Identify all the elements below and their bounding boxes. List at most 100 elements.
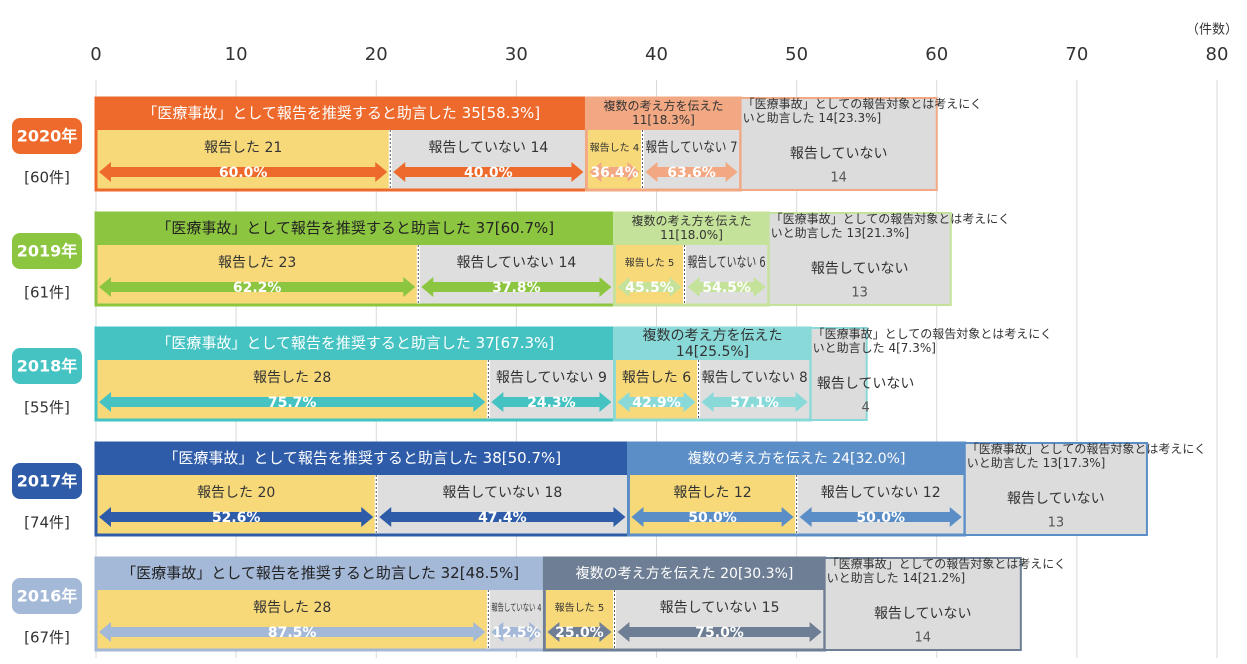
sub-box [419, 245, 613, 304]
sub-name: 報告した [555, 601, 595, 614]
group-label-text: 複数の考え方を伝えた 11[18.3%] [588, 99, 738, 128]
sub-name: 報告した [204, 140, 260, 156]
arrow [631, 507, 794, 527]
group-header [586, 98, 741, 130]
group-label: 複数の考え方を伝えた 14[25.5%] [616, 328, 808, 360]
group-name: 複数の考え方を伝えた [642, 328, 783, 344]
group-label-text: 「医療事故」としての報告対象とは考えにくいと助言した 13[17.3%] [966, 442, 1217, 471]
arrow [99, 507, 374, 527]
year-badge [12, 463, 82, 499]
group-label: 「医療事故」として報告を推奨すると助言した 35[58.3%] [98, 98, 584, 130]
group-name: 「医療事故」として報告を推奨すると助言した [156, 334, 471, 353]
group-label: 「医療事故」としての報告対象とは考えにくいと助言した 14[23.3%] [743, 92, 993, 132]
group-count: 14[25.5%] [675, 344, 750, 360]
year-total: [61件] [24, 284, 70, 302]
sub-share: 50.0% [856, 510, 905, 526]
sub-share: 54.5% [702, 280, 751, 296]
sub-value: 13 [1048, 516, 1065, 531]
arrow [687, 277, 766, 297]
group-name: 「医療事故」としての報告対象とは考えにくいと助言した [770, 212, 1010, 240]
sub-label: 報告していない 12 [821, 485, 941, 501]
group-label: 「医療事故」としての報告対象とは考えにくいと助言した 13[17.3%] [967, 437, 1217, 477]
sub-share: 25.0% [555, 625, 604, 641]
sub-label: 報告した 28 [253, 370, 331, 386]
group-name: 「医療事故」として報告を推奨すると助言した [142, 104, 457, 123]
group-label-text: 複数の考え方を伝えた 14[25.5%] [616, 328, 808, 360]
group-header [96, 443, 629, 475]
group-label-text: 「医療事故」としての報告対象とは考えにくいと助言した 14[21.2%] [827, 557, 1077, 586]
group-name: 複数の考え方を伝えた [575, 565, 716, 582]
sub-label: 報告していない 18 [442, 485, 562, 501]
sub-label: 報告した 5 [625, 256, 675, 269]
group-label-text: 複数の考え方を伝えた 24[32.0%] [688, 451, 906, 467]
group-name: 複数の考え方を伝えた [603, 99, 724, 114]
x-tick-label: 20 [365, 44, 388, 65]
sub-value: 14 [558, 255, 576, 271]
group-count: 11[18.0%] [660, 228, 723, 242]
sub-share: 75.7% [268, 395, 317, 411]
x-tick-label: 50 [785, 44, 808, 65]
sub-box [798, 475, 964, 534]
group-box [739, 97, 938, 191]
group-label-text: 「医療事故」として報告を推奨すると助言した 32[48.5%] [121, 565, 519, 582]
sub-name: 報告していない [1007, 491, 1105, 507]
group-label-text: 「医療事故」として報告を推奨すると助言した 35[58.3%] [142, 105, 540, 122]
group-label: 「医療事故」としての報告対象とは考えにくいと助言した 4[7.3%] [813, 322, 1063, 362]
sub-label: 報告していない 15 [660, 600, 780, 616]
group-count: 14[23.3%] [818, 111, 882, 125]
group-box [823, 557, 1022, 651]
sub-name: 報告していない [790, 146, 888, 162]
sub-name: 報告していない [821, 485, 919, 501]
sub-share: 45.5% [625, 280, 674, 296]
sub-value: 4 [633, 143, 639, 154]
sub-share: 47.4% [478, 510, 527, 526]
sub-name: 報告した [253, 370, 309, 386]
group-name: 「医療事故」としての報告対象とは考えにくいと助言した [966, 442, 1207, 470]
year-total: [60件] [24, 169, 70, 187]
group-label: 複数の考え方を伝えた 11[18.0%] [616, 213, 766, 245]
sub-value: 28 [313, 370, 331, 386]
arrow [617, 277, 682, 297]
sub-value: 23 [278, 255, 296, 271]
sub-value: 4 [537, 603, 541, 614]
arrow [617, 622, 822, 642]
group-header [96, 213, 615, 245]
year-label: 2016年 [17, 587, 78, 606]
x-tick-label: 40 [645, 44, 668, 65]
arrow [379, 507, 626, 527]
sub-value: 6 [682, 370, 691, 386]
sub-box [97, 360, 487, 419]
year-badge [12, 118, 82, 154]
group-label-box: 複数の考え方を伝えた 11[18.3%] [588, 98, 738, 130]
group-count: 20[30.3%] [720, 565, 794, 582]
sub-label: 報告していない 9 [496, 370, 607, 386]
group-label: 「医療事故」として報告を推奨すると助言した 37[60.7%] [98, 213, 612, 245]
arrow [701, 392, 808, 412]
sub-box [615, 590, 824, 649]
sub-name: 報告した [625, 256, 665, 269]
arrow [617, 392, 696, 412]
year-label: 2017年 [17, 472, 78, 491]
sub-box [97, 130, 389, 189]
sub-label: 報告した 21 [204, 140, 282, 156]
sub-share: 75.0% [695, 625, 744, 641]
sub-label: 報告していない 8 [702, 370, 808, 386]
group-label: 複数の考え方を伝えた 11[18.3%] [588, 98, 738, 130]
sub-share: 12.5% [492, 625, 540, 641]
group-label-text: 複数の考え方を伝えた 11[18.0%] [616, 214, 766, 243]
sub-name: 報告していない [442, 485, 540, 501]
sub-box [97, 590, 487, 649]
sub-box [97, 475, 375, 534]
sub-name: 報告していない [645, 140, 726, 156]
year-total: [55件] [24, 399, 70, 417]
x-tick-label: 60 [925, 44, 948, 65]
sub-name: 報告していない [817, 376, 915, 392]
sub-value: 20 [257, 485, 275, 501]
sub-box [629, 475, 796, 534]
sub-value: 8 [799, 370, 808, 386]
arrow [99, 162, 388, 182]
group-label-box: 「医療事故」としての報告対象とは考えにくいと助言した 14[23.3%] [743, 92, 993, 132]
group-label: 「医療事故」として報告を推奨すると助言した 38[50.7%] [98, 443, 626, 475]
group-count: 38[50.7%] [482, 449, 562, 468]
group-label-box: 「医療事故」として報告を推奨すると助言した 35[58.3%] [98, 98, 584, 130]
